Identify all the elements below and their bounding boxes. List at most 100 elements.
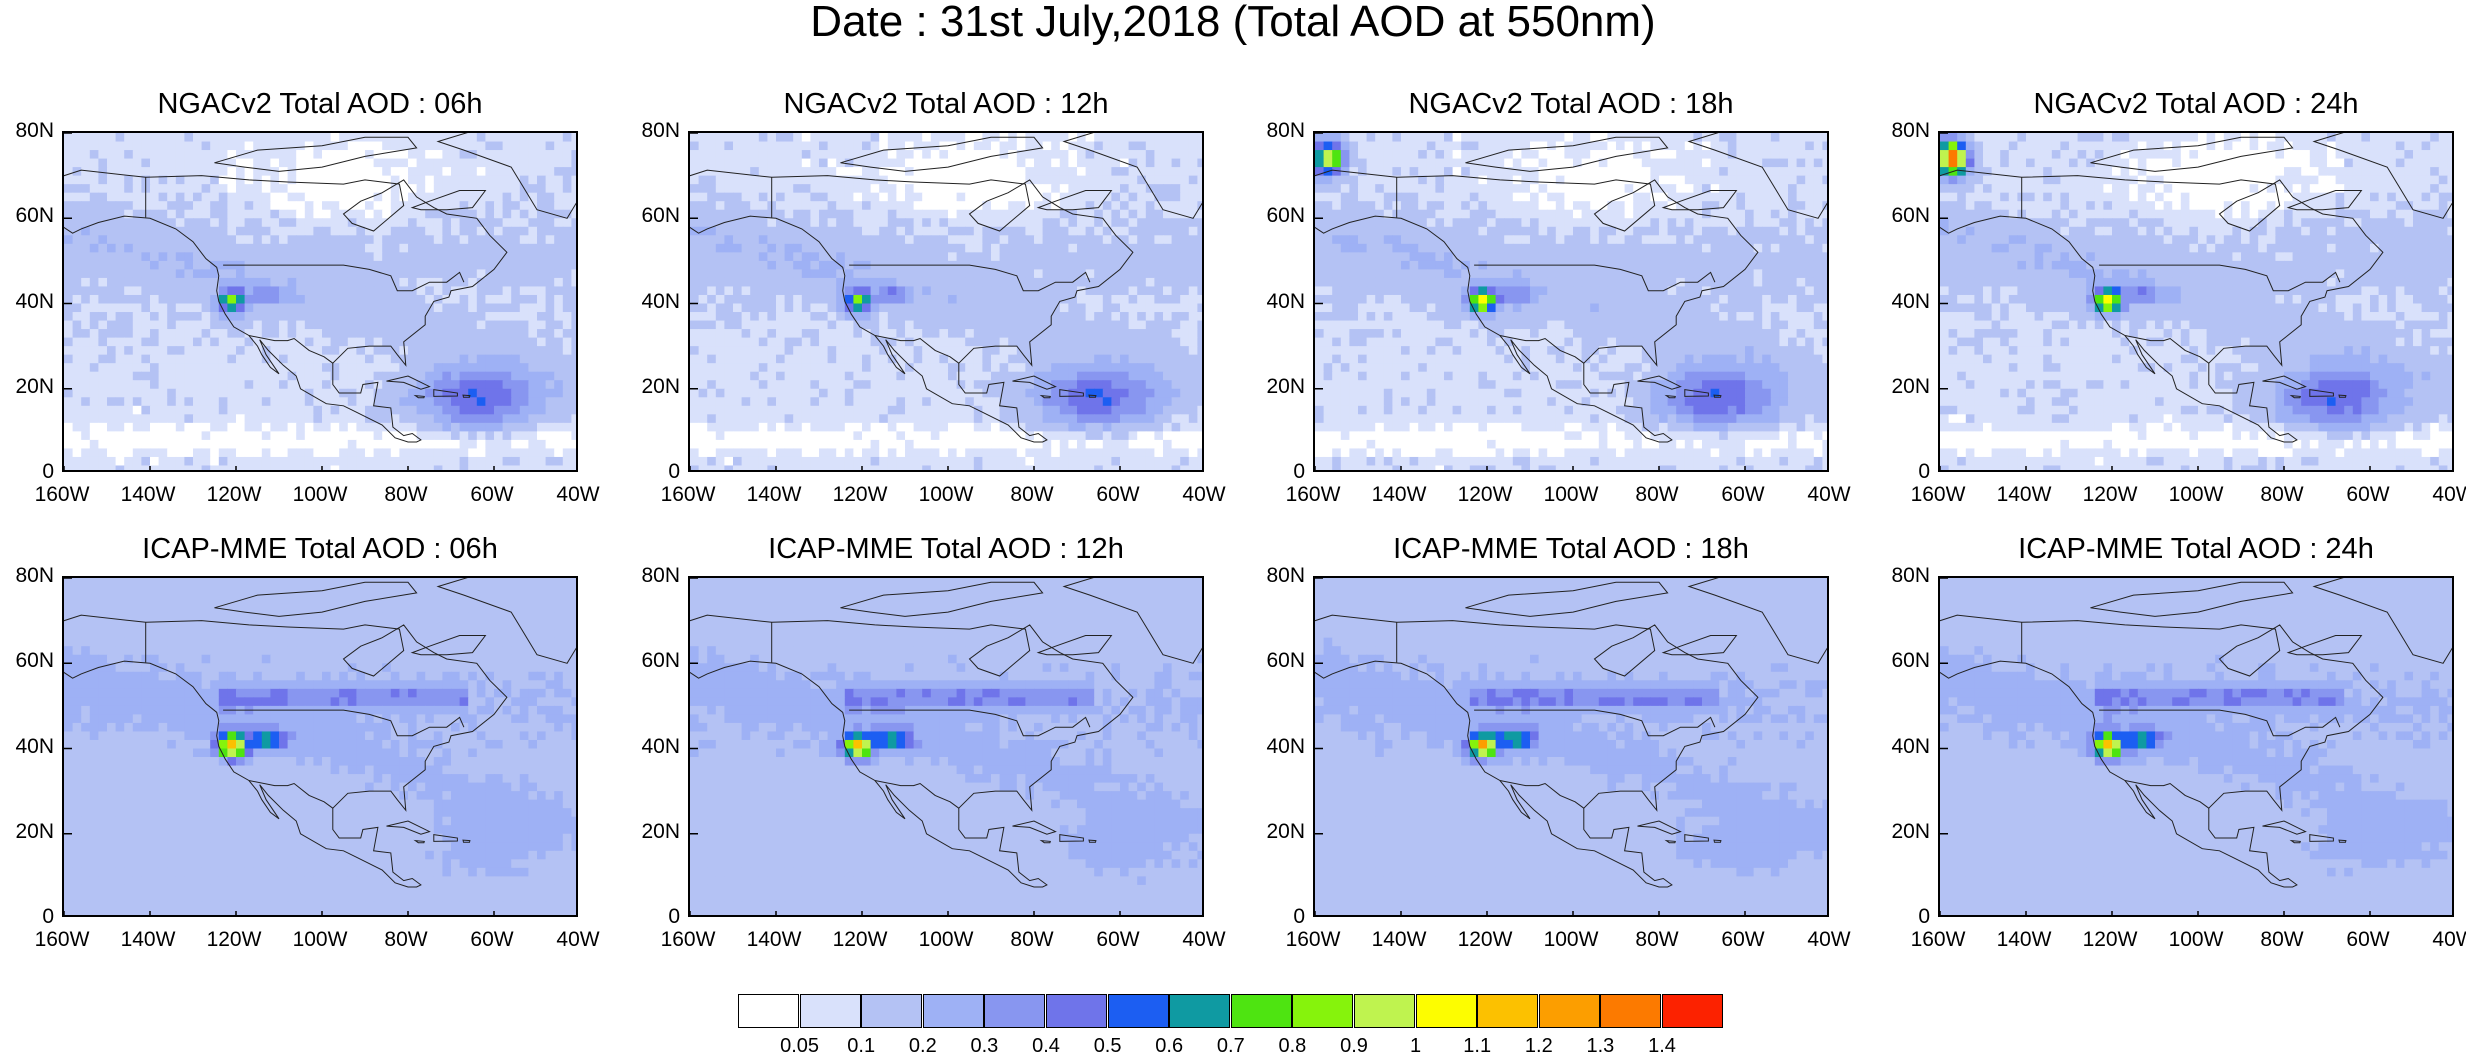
panel-title: NGACv2 Total AOD : 12h: [648, 89, 1244, 119]
aod-map-panel: [62, 576, 578, 917]
lat-tick-label: 20N: [2, 376, 54, 398]
colorbar-box: [1354, 994, 1415, 1028]
lon-tick-label: 60W: [2328, 929, 2408, 951]
colorbar-level-label: 0.8: [1262, 1036, 1322, 1056]
lat-tick-label: 80N: [1878, 120, 1930, 142]
colorbar-box: [1292, 994, 1353, 1028]
lon-tick-label: 40W: [538, 929, 618, 951]
lon-tick-label: 80W: [366, 929, 446, 951]
lon-tick-label: 80W: [992, 484, 1072, 506]
lon-tick-label: 140W: [1984, 484, 2064, 506]
lat-tick-label: 80N: [2, 120, 54, 142]
lat-tick-label: 0: [2, 906, 54, 928]
lon-tick-label: 60W: [1078, 484, 1158, 506]
panel-title: ICAP-MME Total AOD : 12h: [648, 534, 1244, 564]
lat-tick-label: 80N: [1878, 565, 1930, 587]
lat-tick-label: 0: [1253, 461, 1305, 483]
colorbar-level-label: 0.05: [770, 1036, 830, 1056]
colorbar-box: [1600, 994, 1661, 1028]
colorbar-level-label: 0.4: [1016, 1036, 1076, 1056]
lon-tick-label: 120W: [820, 484, 900, 506]
aod-field: [1940, 578, 2454, 917]
panel-title: NGACv2 Total AOD : 06h: [22, 89, 618, 119]
colorbar-box: [1169, 994, 1230, 1028]
lat-tick-label: 80N: [628, 565, 680, 587]
lat-tick-label: 20N: [2, 821, 54, 843]
aod-field: [1315, 578, 1829, 917]
colorbar-level-label: 0.1: [831, 1036, 891, 1056]
lon-tick-label: 160W: [648, 929, 728, 951]
lon-tick-label: 100W: [1531, 929, 1611, 951]
lon-tick-label: 40W: [1164, 929, 1244, 951]
lon-tick-label: 120W: [1445, 484, 1525, 506]
lon-tick-label: 40W: [1789, 929, 1869, 951]
lon-tick-label: 140W: [108, 929, 188, 951]
colorbar-box: [800, 994, 861, 1028]
aod-field: [64, 578, 578, 917]
aod-field: [690, 578, 1204, 917]
colorbar-level-label: 0.5: [1078, 1036, 1138, 1056]
colorbar-level-label: 1.3: [1570, 1036, 1630, 1056]
lon-tick-label: 80W: [1617, 929, 1697, 951]
aod-map-panel: [62, 131, 578, 472]
lon-tick-label: 40W: [538, 484, 618, 506]
lon-tick-label: 140W: [734, 484, 814, 506]
lon-tick-label: 60W: [2328, 484, 2408, 506]
lat-tick-label: 40N: [2, 291, 54, 313]
lon-tick-label: 120W: [1445, 929, 1525, 951]
lon-tick-label: 60W: [1078, 929, 1158, 951]
aod-map-panel: [1313, 576, 1829, 917]
lat-tick-label: 40N: [628, 291, 680, 313]
lat-tick-label: 20N: [628, 376, 680, 398]
lon-tick-label: 80W: [1617, 484, 1697, 506]
lat-tick-label: 20N: [628, 821, 680, 843]
lon-tick-label: 160W: [22, 484, 102, 506]
lon-tick-label: 140W: [1984, 929, 2064, 951]
colorbar-level-label: 1.4: [1632, 1036, 1692, 1056]
lat-tick-label: 40N: [1253, 291, 1305, 313]
colorbar-box: [1662, 994, 1723, 1028]
colorbar-level-label: 0.9: [1324, 1036, 1384, 1056]
panel-title: ICAP-MME Total AOD : 24h: [1898, 534, 2466, 564]
lon-tick-label: 140W: [108, 484, 188, 506]
lon-tick-label: 100W: [2156, 929, 2236, 951]
lon-tick-label: 120W: [2070, 929, 2150, 951]
lon-tick-label: 120W: [194, 929, 274, 951]
lon-tick-label: 160W: [1273, 929, 1353, 951]
aod-map-panel: [1938, 131, 2454, 472]
colorbar-box: [984, 994, 1045, 1028]
lat-tick-label: 80N: [628, 120, 680, 142]
lon-tick-label: 60W: [1703, 929, 1783, 951]
lat-tick-label: 0: [1253, 906, 1305, 928]
colorbar-box: [861, 994, 922, 1028]
lon-tick-label: 100W: [280, 929, 360, 951]
lon-tick-label: 140W: [1359, 484, 1439, 506]
aod-map-panel: [688, 576, 1204, 917]
panel-title: ICAP-MME Total AOD : 06h: [22, 534, 618, 564]
lat-tick-label: 80N: [2, 565, 54, 587]
lat-tick-label: 60N: [2, 650, 54, 672]
colorbar-box: [1231, 994, 1292, 1028]
lat-tick-label: 20N: [1878, 821, 1930, 843]
lat-tick-label: 0: [2, 461, 54, 483]
lon-tick-label: 60W: [1703, 484, 1783, 506]
lon-tick-label: 160W: [1273, 484, 1353, 506]
lon-tick-label: 120W: [2070, 484, 2150, 506]
lon-tick-label: 120W: [820, 929, 900, 951]
lat-tick-label: 60N: [1878, 205, 1930, 227]
aod-field: [64, 133, 578, 472]
lon-tick-label: 120W: [194, 484, 274, 506]
aod-field: [1940, 133, 2454, 472]
lat-tick-label: 60N: [1878, 650, 1930, 672]
lon-tick-label: 160W: [648, 484, 728, 506]
lat-tick-label: 20N: [1253, 821, 1305, 843]
colorbar-level-label: 0.7: [1201, 1036, 1261, 1056]
colorbar-level-label: 1: [1386, 1036, 1446, 1056]
lon-tick-label: 80W: [366, 484, 446, 506]
colorbar-box: [923, 994, 984, 1028]
aod-map-panel: [1313, 131, 1829, 472]
lat-tick-label: 40N: [1253, 736, 1305, 758]
lat-tick-label: 60N: [1253, 205, 1305, 227]
lat-tick-label: 20N: [1253, 376, 1305, 398]
lat-tick-label: 20N: [1878, 376, 1930, 398]
